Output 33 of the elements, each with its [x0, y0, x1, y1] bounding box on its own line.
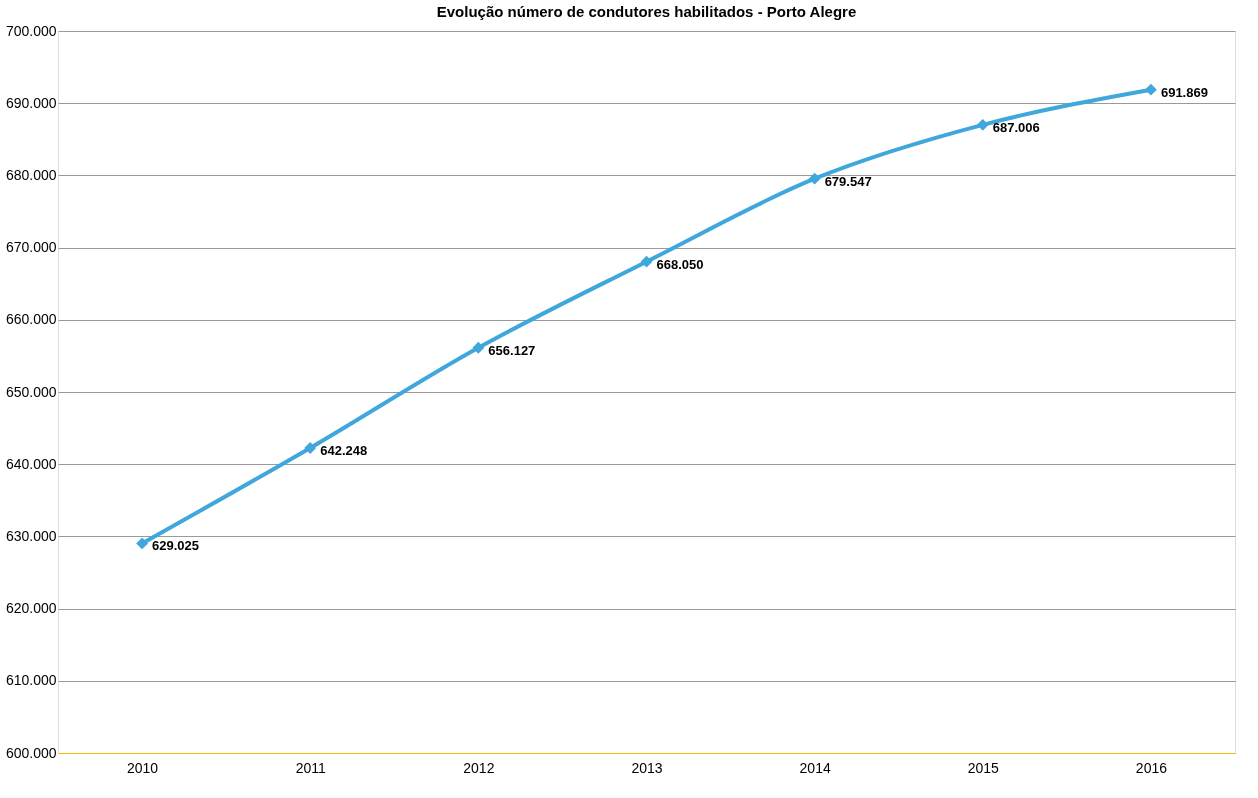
- data-label: 679.547: [824, 173, 872, 189]
- chart-title: Evolução número de condutores habilitados - Porto Alegre: [436, 3, 857, 20]
- data-label: 687.006: [992, 119, 1040, 135]
- y-tick-label: 600.000: [5, 744, 57, 761]
- point: [304, 442, 317, 454]
- y-tick-label: 700.000: [5, 22, 57, 39]
- x-tick-label: 2015: [967, 759, 1000, 776]
- point: [640, 255, 653, 268]
- y-tick-label: 610.000: [5, 672, 57, 689]
- point: [808, 172, 821, 185]
- point: [1145, 83, 1157, 96]
- data-label: 691.869: [1160, 84, 1208, 100]
- x-tick-label: 2010: [126, 759, 159, 776]
- data-label: 656.127: [488, 342, 536, 358]
- data-label: 668.050: [656, 256, 704, 272]
- point: [976, 118, 989, 131]
- y-tick-label: 680.000: [5, 166, 57, 183]
- point: [136, 537, 148, 550]
- y-tick-label: 650.000: [5, 383, 57, 400]
- point: [472, 341, 485, 354]
- data-label: 629.025: [152, 538, 200, 554]
- y-tick-label: 640.000: [5, 455, 57, 472]
- x-tick-label: 2014: [799, 759, 831, 776]
- x-tick-label: 2013: [631, 759, 663, 776]
- y-tick-label: 620.000: [5, 600, 57, 617]
- data-label: 642.248: [320, 442, 368, 458]
- x-tick-label: 2016: [1135, 759, 1168, 776]
- y-tick-label: 630.000: [5, 527, 57, 544]
- y-tick-label: 670.000: [5, 239, 57, 256]
- x-tick-label: 2011: [295, 759, 326, 776]
- x-tick-label: 2012: [463, 759, 495, 776]
- y-tick-label: 690.000: [5, 94, 57, 111]
- y-tick-label: 660.000: [5, 311, 57, 328]
